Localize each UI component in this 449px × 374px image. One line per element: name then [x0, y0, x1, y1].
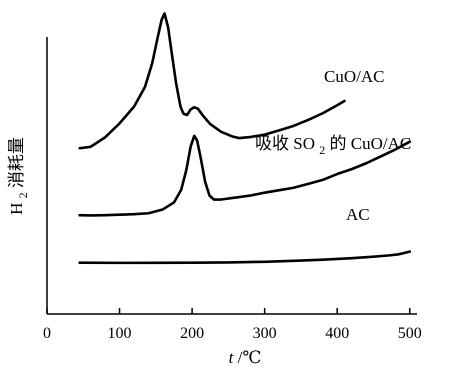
x-axis-title: t /℃: [229, 348, 262, 367]
series-line-0: [78, 12, 346, 150]
series-line-1: [78, 134, 412, 217]
axes: 0 100 200 300 400 500: [43, 37, 422, 342]
x-axis-label-prefix: t: [229, 348, 235, 367]
y-axis-label-text: 消耗量: [7, 137, 26, 188]
series-label-so2-suffix: 的 CuO/AC: [329, 134, 411, 153]
y-axis-label-subscript: 2: [16, 192, 30, 198]
x-tick-label-300: 300: [253, 325, 277, 342]
x-tick-label-0: 0: [43, 325, 51, 342]
series-label-so2-subscript: 2: [319, 143, 325, 157]
x-ticks: 0 100 200 300 400 500: [43, 308, 422, 342]
series-line-2: [78, 250, 412, 265]
series-labels: CuO/AC 吸收 SO 2 的 CuO/AC AC: [255, 67, 411, 224]
y-axis-label: H 2 消耗量: [7, 137, 31, 215]
x-axis-label-unit: /℃: [238, 348, 262, 367]
series-label-so2-cuo-ac: 吸收 SO 2 的 CuO/AC: [255, 134, 411, 158]
series-lines: [78, 12, 412, 265]
x-tick-label-400: 400: [325, 325, 349, 342]
x-tick-label-100: 100: [108, 325, 132, 342]
y-axis-title: H 2 消耗量: [7, 137, 31, 215]
x-tick-label-200: 200: [180, 325, 204, 342]
x-tick-label-500: 500: [398, 325, 422, 342]
series-label-so2-prefix: 吸收 SO: [255, 134, 315, 153]
series-label-cuo-ac: CuO/AC: [324, 67, 384, 86]
series-label-ac: AC: [346, 205, 370, 224]
y-axis-label-base: H: [7, 203, 26, 215]
x-axis-label: t /℃: [229, 348, 262, 367]
